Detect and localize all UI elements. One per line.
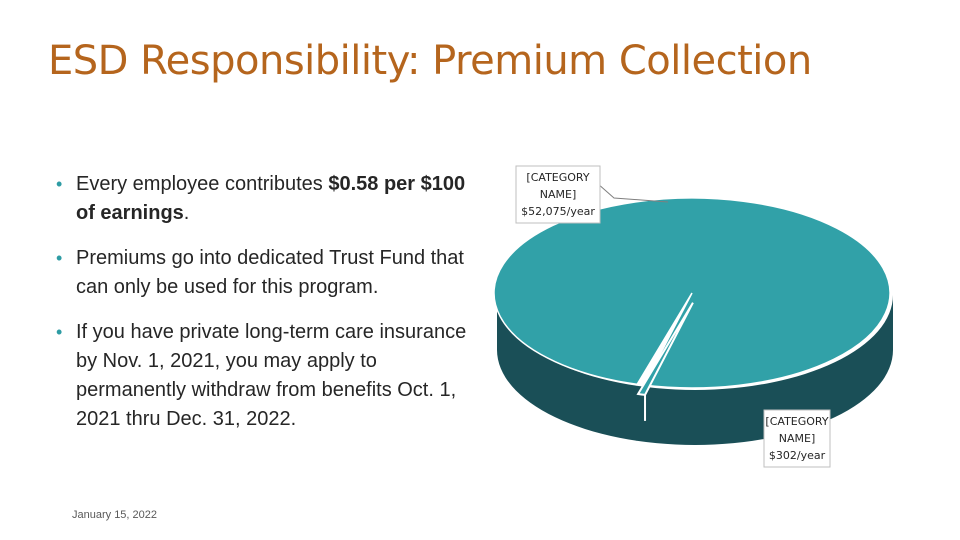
bullet-text: If you have private long-term care insur… bbox=[76, 321, 467, 430]
bullet-text: Premiums go into dedicated Trust Fund th… bbox=[76, 247, 464, 298]
slide-title: ESD Responsibility: Premium Collection bbox=[48, 38, 812, 84]
bullet-marker-icon: • bbox=[56, 322, 63, 342]
pie-label-line: [CATEGORY bbox=[765, 415, 828, 428]
pie-label-line: NAME] bbox=[779, 432, 816, 445]
bullet-withdraw: • If you have private long-term care ins… bbox=[56, 318, 476, 434]
bullet-text-end: . bbox=[183, 202, 190, 224]
bullet-text: Every employee contributes bbox=[76, 173, 329, 195]
bullet-bold-text: $0.58 per $100 of earnings bbox=[76, 173, 466, 224]
pie-slice-large bbox=[493, 197, 891, 389]
pie-label-small: [CATEGORY NAME] $302/year bbox=[763, 409, 831, 468]
pie-label-line: $52,075/year bbox=[521, 205, 595, 218]
pie-label-line: NAME] bbox=[540, 188, 577, 201]
pie-label-large: [CATEGORY NAME] $52,075/year bbox=[515, 165, 669, 224]
pie-label-line: $302/year bbox=[769, 449, 826, 462]
bullet-contribution: • Every employee contributes $0.58 per $… bbox=[56, 170, 476, 228]
bullet-trust-fund: • Premiums go into dedicated Trust Fund … bbox=[56, 244, 476, 302]
bullet-list: • Every employee contributes $0.58 per $… bbox=[56, 170, 476, 450]
pie-side-wall bbox=[497, 295, 893, 445]
bullet-marker-icon: • bbox=[56, 174, 63, 194]
pie-slice-small bbox=[636, 302, 694, 396]
bullet-marker-icon: • bbox=[56, 248, 63, 268]
pie-label-line: [CATEGORY bbox=[526, 171, 589, 184]
footer-date: January 15, 2022 bbox=[72, 509, 158, 521]
